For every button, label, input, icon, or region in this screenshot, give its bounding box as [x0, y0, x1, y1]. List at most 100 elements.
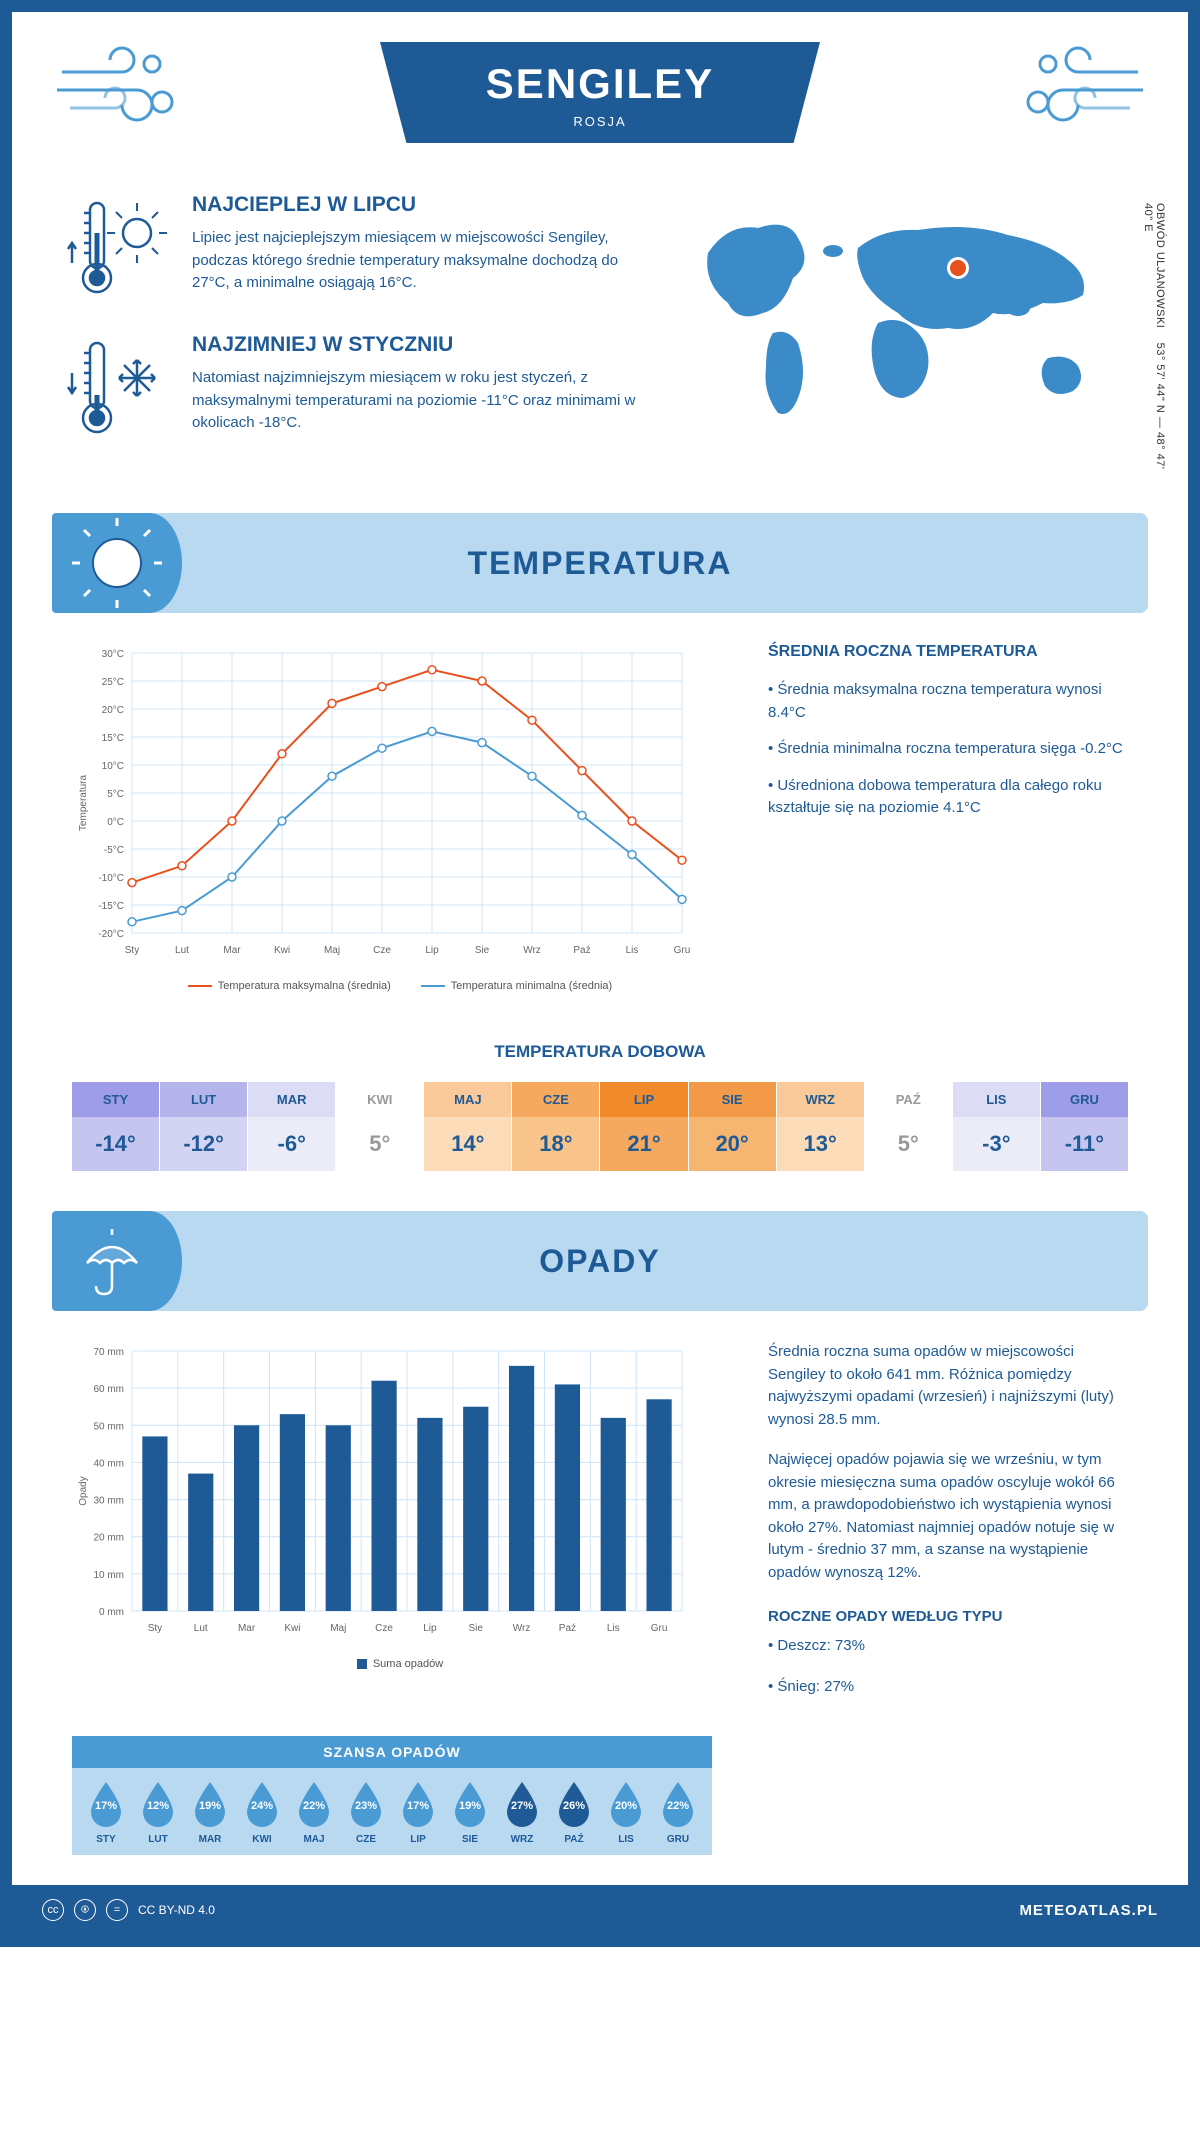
thermometer-hot-icon	[62, 193, 172, 303]
coldest-text: NAJZIMNIEJ W STYCZNIU Natomiast najzimni…	[192, 333, 638, 443]
chance-cell: 22%GRU	[652, 1780, 704, 1845]
precip-section: 0 mm10 mm20 mm30 mm40 mm50 mm60 mm70 mmS…	[12, 1311, 1188, 1736]
temp-section: -20°C-15°C-10°C-5°C0°C5°C10°C15°C20°C25°…	[12, 613, 1188, 1022]
intro-section: NAJCIEPLEJ W LIPCU Lipiec jest najcieple…	[12, 163, 1188, 513]
intro-right: OBWÓD ULJANOWSKI 53° 57' 44" N — 48° 47'…	[678, 193, 1138, 473]
intro-left: NAJCIEPLEJ W LIPCU Lipiec jest najcieple…	[62, 193, 638, 473]
nd-icon: =	[106, 1899, 128, 1921]
temp-legend: Temperatura maksymalna (średnia) Tempera…	[72, 980, 728, 992]
svg-text:Sie: Sie	[475, 945, 490, 956]
hottest-text: NAJCIEPLEJ W LIPCU Lipiec jest najcieple…	[192, 193, 638, 303]
svg-text:Lis: Lis	[626, 945, 639, 956]
svg-text:Gru: Gru	[651, 1623, 668, 1634]
svg-text:Cze: Cze	[373, 945, 391, 956]
coldest-block: NAJZIMNIEJ W STYCZNIU Natomiast najzimni…	[62, 333, 638, 443]
svg-text:Mar: Mar	[223, 945, 241, 956]
chance-row: 17%STY12%LUT19%MAR24%KWI22%MAJ23%CZE17%L…	[72, 1768, 712, 1855]
chance-cell: 17%STY	[80, 1780, 132, 1845]
chance-cell: 24%KWI	[236, 1780, 288, 1845]
coldest-title: NAJZIMNIEJ W STYCZNIU	[192, 333, 638, 357]
daily-cell: MAR-6°	[248, 1082, 336, 1171]
daily-cell: LIS-3°	[953, 1082, 1041, 1171]
header: SENGILEY ROSJA	[12, 12, 1188, 163]
svg-text:-15°C: -15°C	[98, 901, 124, 912]
svg-text:50 mm: 50 mm	[93, 1421, 124, 1432]
svg-text:0°C: 0°C	[107, 817, 124, 828]
chance-cell: 12%LUT	[132, 1780, 184, 1845]
svg-text:Maj: Maj	[330, 1623, 346, 1634]
chance-cell: 20%LIS	[600, 1780, 652, 1845]
daily-cell: PAŹ5°	[865, 1082, 953, 1171]
svg-text:Kwi: Kwi	[274, 945, 290, 956]
precip-p1: Średnia roczna suma opadów w miejscowośc…	[768, 1341, 1128, 1431]
footer-left: cc 🅯 = CC BY-ND 4.0	[42, 1899, 215, 1921]
svg-text:Paź: Paź	[573, 945, 590, 956]
svg-text:Mar: Mar	[238, 1623, 256, 1634]
precip-banner: OPADY	[52, 1211, 1148, 1311]
by-icon: 🅯	[74, 1899, 96, 1921]
wind-icon-left	[52, 42, 192, 132]
svg-text:10 mm: 10 mm	[93, 1570, 124, 1581]
chance-cell: 27%WRZ	[496, 1780, 548, 1845]
svg-text:Cze: Cze	[375, 1623, 393, 1634]
hottest-body: Lipiec jest najcieplejszym miesiącem w m…	[192, 227, 638, 295]
svg-text:Sty: Sty	[125, 945, 139, 956]
chance-title: SZANSA OPADÓW	[72, 1736, 712, 1768]
chance-cell: 22%MAJ	[288, 1780, 340, 1845]
svg-text:Lut: Lut	[194, 1623, 208, 1634]
svg-text:15°C: 15°C	[102, 733, 124, 744]
precip-legend: Suma opadów	[72, 1658, 728, 1670]
hottest-title: NAJCIEPLEJ W LIPCU	[192, 193, 638, 217]
thermometer-cold-icon	[62, 333, 172, 443]
precip-type-1: • Śnieg: 27%	[768, 1676, 1128, 1699]
daily-cell: GRU-11°	[1041, 1082, 1128, 1171]
svg-text:Opady: Opady	[78, 1476, 89, 1505]
svg-text:Wrz: Wrz	[523, 945, 541, 956]
site-name: METEOATLAS.PL	[1019, 1902, 1158, 1919]
daily-cell: CZE18°	[512, 1082, 600, 1171]
chance-cell: 19%SIE	[444, 1780, 496, 1845]
temp-banner: TEMPERATURA	[52, 513, 1148, 613]
daily-cell: SIE20°	[689, 1082, 777, 1171]
daily-table: STY-14°LUT-12°MAR-6°KWI5°MAJ14°CZE18°LIP…	[72, 1082, 1128, 1171]
daily-title: TEMPERATURA DOBOWA	[12, 1042, 1188, 1062]
umbrella-icon	[72, 1221, 152, 1301]
infographic-container: SENGILEY ROSJA	[0, 0, 1200, 1947]
precip-type-0: • Deszcz: 73%	[768, 1635, 1128, 1658]
daily-cell: MAJ14°	[424, 1082, 512, 1171]
svg-text:Lip: Lip	[423, 1623, 437, 1634]
svg-text:Lip: Lip	[425, 945, 439, 956]
chance-cell: 26%PAŹ	[548, 1780, 600, 1845]
temp-chart: -20°C-15°C-10°C-5°C0°C5°C10°C15°C20°C25°…	[72, 643, 728, 992]
chance-cell: 17%LIP	[392, 1780, 444, 1845]
precip-info: Średnia roczna suma opadów w miejscowośc…	[768, 1341, 1128, 1716]
daily-cell: LIP21°	[600, 1082, 688, 1171]
world-map	[678, 193, 1138, 433]
daily-cell: WRZ13°	[777, 1082, 865, 1171]
svg-text:10°C: 10°C	[102, 761, 124, 772]
svg-text:Lis: Lis	[607, 1623, 620, 1634]
precip-p2: Najwięcej opadów pojawia się we wrześniu…	[768, 1449, 1128, 1584]
daily-cell: STY-14°	[72, 1082, 160, 1171]
svg-text:Kwi: Kwi	[284, 1623, 300, 1634]
sun-icon	[72, 518, 162, 608]
svg-text:Temperatura: Temperatura	[78, 774, 89, 831]
temp-info: ŚREDNIA ROCZNA TEMPERATURA • Średnia mak…	[768, 643, 1128, 992]
country-name: ROSJA	[380, 114, 820, 129]
svg-text:Paź: Paź	[559, 1623, 576, 1634]
svg-text:30°C: 30°C	[102, 649, 124, 660]
svg-text:70 mm: 70 mm	[93, 1347, 124, 1358]
svg-text:-5°C: -5°C	[104, 845, 124, 856]
svg-text:-10°C: -10°C	[98, 873, 124, 884]
footer: cc 🅯 = CC BY-ND 4.0 METEOATLAS.PL	[12, 1885, 1188, 1935]
hottest-block: NAJCIEPLEJ W LIPCU Lipiec jest najcieple…	[62, 193, 638, 303]
svg-text:Maj: Maj	[324, 945, 340, 956]
coordinates: OBWÓD ULJANOWSKI 53° 57' 44" N — 48° 47'…	[1142, 203, 1166, 473]
svg-text:20 mm: 20 mm	[93, 1533, 124, 1544]
svg-text:60 mm: 60 mm	[93, 1384, 124, 1395]
coldest-body: Natomiast najzimniejszym miesiącem w rok…	[192, 367, 638, 435]
daily-cell: KWI5°	[336, 1082, 424, 1171]
city-name: SENGILEY	[380, 60, 820, 108]
svg-text:40 mm: 40 mm	[93, 1458, 124, 1469]
svg-text:Sie: Sie	[469, 1623, 484, 1634]
